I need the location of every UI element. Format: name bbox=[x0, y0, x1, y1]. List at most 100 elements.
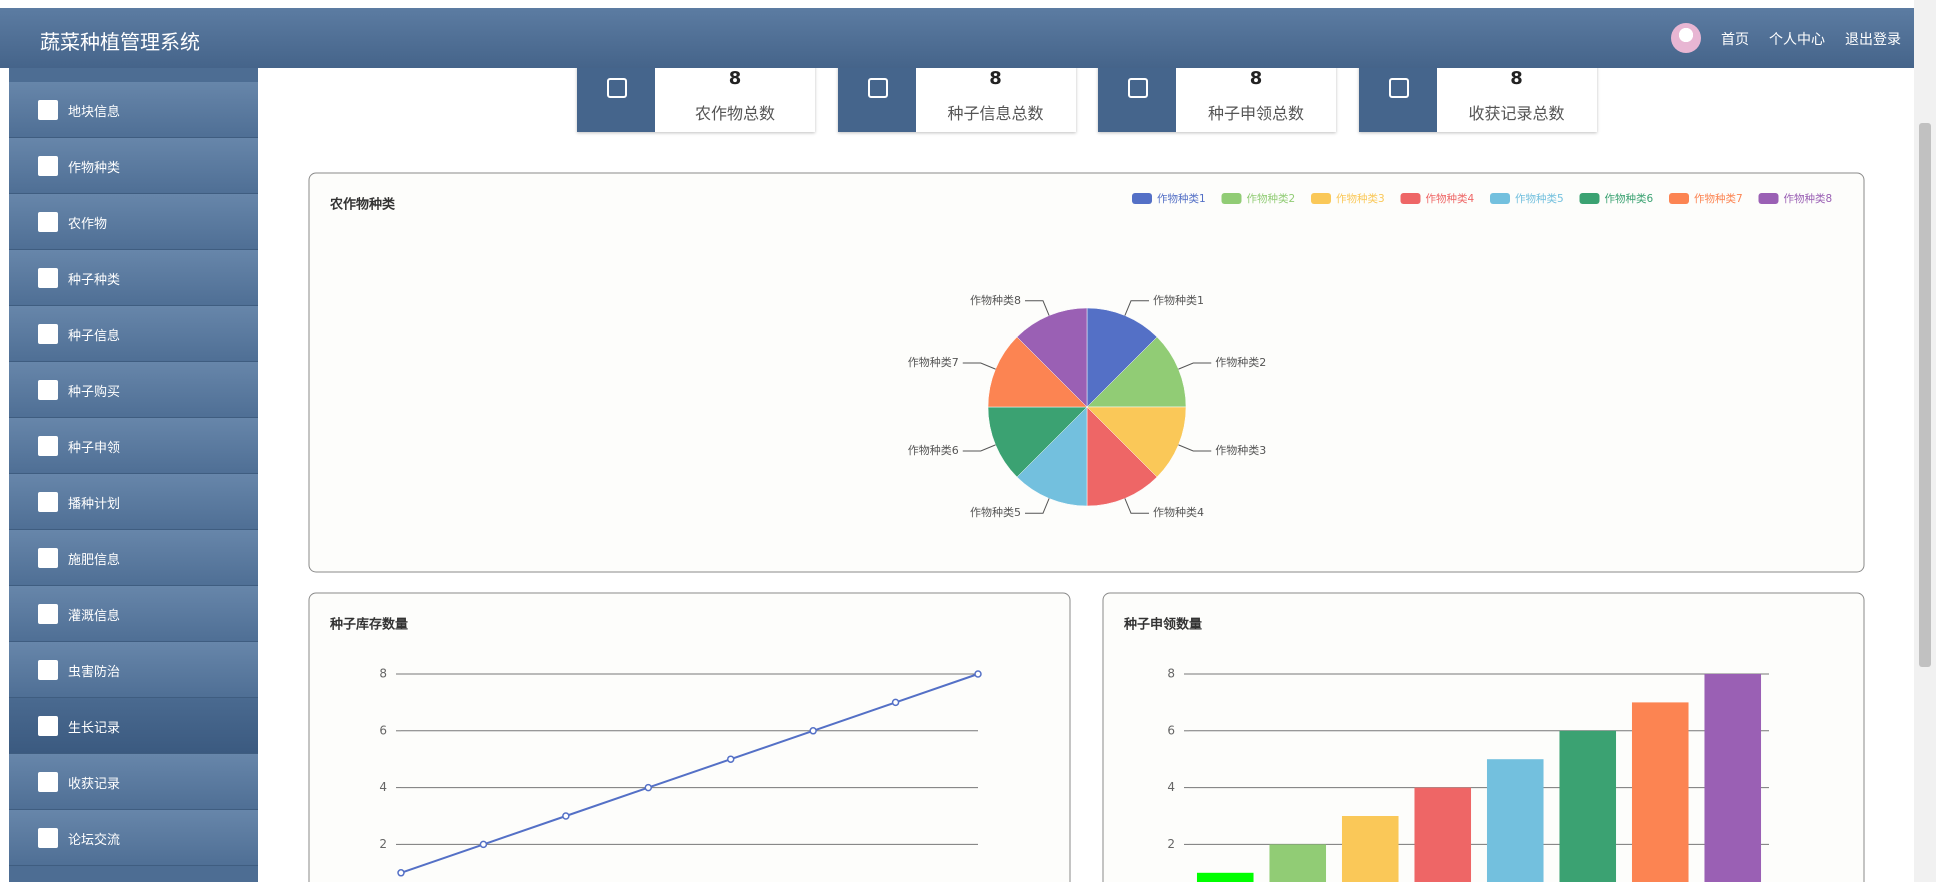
bar bbox=[1414, 787, 1472, 882]
menu-label[interactable]: 种子信息 bbox=[68, 329, 121, 344]
stat-label: 种子申领总数 bbox=[1207, 104, 1304, 123]
line-point bbox=[726, 755, 735, 763]
chart-title: 种子申领数量 bbox=[1123, 617, 1202, 633]
stat-icon bbox=[867, 78, 888, 98]
menu-label[interactable]: 施肥信息 bbox=[68, 553, 121, 568]
y-tick-label: 4 bbox=[1167, 780, 1175, 794]
pie-slice bbox=[1016, 406, 1088, 507]
menu-label[interactable]: 生长记录 bbox=[68, 721, 121, 736]
header: 蔬菜种植管理系统 首页 个人中心 退出登录 bbox=[0, 8, 1914, 68]
legend-swatch bbox=[1400, 193, 1421, 204]
stat-label: 农作物总数 bbox=[694, 104, 775, 123]
menu-label[interactable]: 种子购买 bbox=[68, 385, 121, 400]
menu-label[interactable]: 灌溉信息 bbox=[68, 609, 121, 624]
menu-icon bbox=[38, 716, 58, 736]
label-line bbox=[1124, 300, 1150, 316]
menu-icon bbox=[38, 660, 58, 680]
stat-icon bbox=[1388, 78, 1409, 98]
menu-item[interactable]: 播种计划 bbox=[9, 474, 258, 530]
line-series bbox=[400, 673, 979, 874]
label-line bbox=[1178, 444, 1212, 452]
menu-item[interactable]: 收获记录 bbox=[9, 754, 258, 810]
line-point bbox=[479, 840, 488, 849]
menu-label[interactable]: 种子申领 bbox=[68, 441, 121, 456]
menu-label[interactable]: 作物种类 bbox=[68, 161, 121, 176]
avatar[interactable] bbox=[1671, 23, 1701, 53]
scrollbar[interactable] bbox=[1914, 0, 1936, 882]
slice-label: 作物种类6 bbox=[908, 443, 959, 457]
stat-value: 8 bbox=[989, 68, 1002, 89]
menu-item[interactable]: 种子购买 bbox=[9, 362, 258, 418]
menu-item[interactable]: 灌溉信息 bbox=[9, 586, 258, 642]
chart-title: 种子库存数量 bbox=[329, 617, 408, 633]
stat-value: 8 bbox=[728, 68, 742, 89]
app-title: 蔬菜种植管理系统 bbox=[40, 30, 200, 54]
pie-slice bbox=[1086, 307, 1158, 408]
line-point bbox=[562, 812, 570, 820]
pie-slice bbox=[1086, 336, 1187, 408]
bar bbox=[1486, 759, 1544, 882]
scroll-thumb[interactable] bbox=[1919, 123, 1931, 667]
menu-item[interactable]: 地块信息 bbox=[9, 82, 258, 138]
chart-panel bbox=[308, 592, 1071, 882]
line-point bbox=[891, 698, 900, 707]
legend-label: 作物种类6 bbox=[1605, 192, 1654, 205]
legend-swatch bbox=[1758, 193, 1779, 204]
nav-link[interactable]: 首页 bbox=[1721, 32, 1749, 48]
menu-item[interactable]: 生长记录 bbox=[9, 698, 258, 754]
menu-item[interactable]: 施肥信息 bbox=[9, 530, 258, 586]
y-tick-label: 6 bbox=[379, 723, 387, 737]
menu-label[interactable]: 虫害防治 bbox=[68, 665, 121, 680]
stat-icon bbox=[1128, 78, 1148, 98]
menu-label[interactable]: 地块信息 bbox=[68, 105, 121, 120]
legend-swatch bbox=[1132, 193, 1152, 204]
slice-label: 作物种类3 bbox=[1215, 443, 1266, 457]
menu-icon bbox=[38, 492, 58, 512]
menu-item[interactable]: 种子种类 bbox=[9, 250, 258, 306]
stat-label: 收获记录总数 bbox=[1468, 104, 1565, 123]
label-line bbox=[962, 362, 996, 370]
legend-swatch bbox=[1490, 193, 1510, 204]
pie-slice bbox=[1086, 406, 1187, 478]
line-point bbox=[644, 783, 653, 792]
bar bbox=[1559, 730, 1617, 882]
legend-label: 作物种类3 bbox=[1336, 192, 1385, 205]
pie-slice bbox=[1086, 406, 1158, 507]
menu-label[interactable]: 播种计划 bbox=[68, 497, 121, 512]
label-line bbox=[1178, 362, 1212, 370]
nav-link[interactable]: 退出登录 bbox=[1845, 32, 1901, 48]
legend-swatch bbox=[1669, 193, 1689, 204]
legend-label: 作物种类8 bbox=[1784, 192, 1833, 205]
stat-label: 种子信息总数 bbox=[947, 104, 1044, 123]
label-line bbox=[1024, 300, 1050, 316]
menu-label[interactable]: 论坛交流 bbox=[68, 833, 121, 848]
line-point bbox=[809, 727, 817, 735]
menu-item[interactable]: 种子信息 bbox=[9, 306, 258, 362]
menu-icon bbox=[38, 548, 58, 568]
chart-title: 农作物种类 bbox=[329, 197, 396, 213]
nav-link[interactable]: 个人中心 bbox=[1769, 32, 1825, 48]
legend-swatch bbox=[1221, 193, 1242, 204]
pie-slice bbox=[987, 406, 1088, 478]
slice-label: 作物种类2 bbox=[1215, 355, 1266, 369]
menu-label[interactable]: 收获记录 bbox=[68, 777, 121, 792]
label-line bbox=[1024, 498, 1050, 514]
pie-slice bbox=[1016, 307, 1088, 408]
menu-item[interactable]: 作物种类 bbox=[9, 138, 258, 194]
bar bbox=[1704, 674, 1762, 882]
menu-item[interactable]: 种子申领 bbox=[9, 418, 258, 474]
legend-label: 作物种类2 bbox=[1247, 192, 1296, 205]
menu-icon bbox=[38, 156, 58, 176]
label-line bbox=[962, 444, 996, 452]
menu-item[interactable]: 论坛交流 bbox=[9, 810, 258, 866]
menu-icon bbox=[38, 100, 58, 120]
menu-label[interactable]: 种子种类 bbox=[68, 273, 121, 288]
slice-label: 作物种类7 bbox=[908, 355, 959, 369]
y-tick-label: 6 bbox=[1167, 723, 1175, 737]
menu-item[interactable]: 虫害防治 bbox=[9, 642, 258, 698]
menu-item[interactable]: 农作物 bbox=[9, 194, 258, 250]
menu-label[interactable]: 农作物 bbox=[68, 217, 108, 232]
y-tick-label: 8 bbox=[1167, 667, 1175, 681]
